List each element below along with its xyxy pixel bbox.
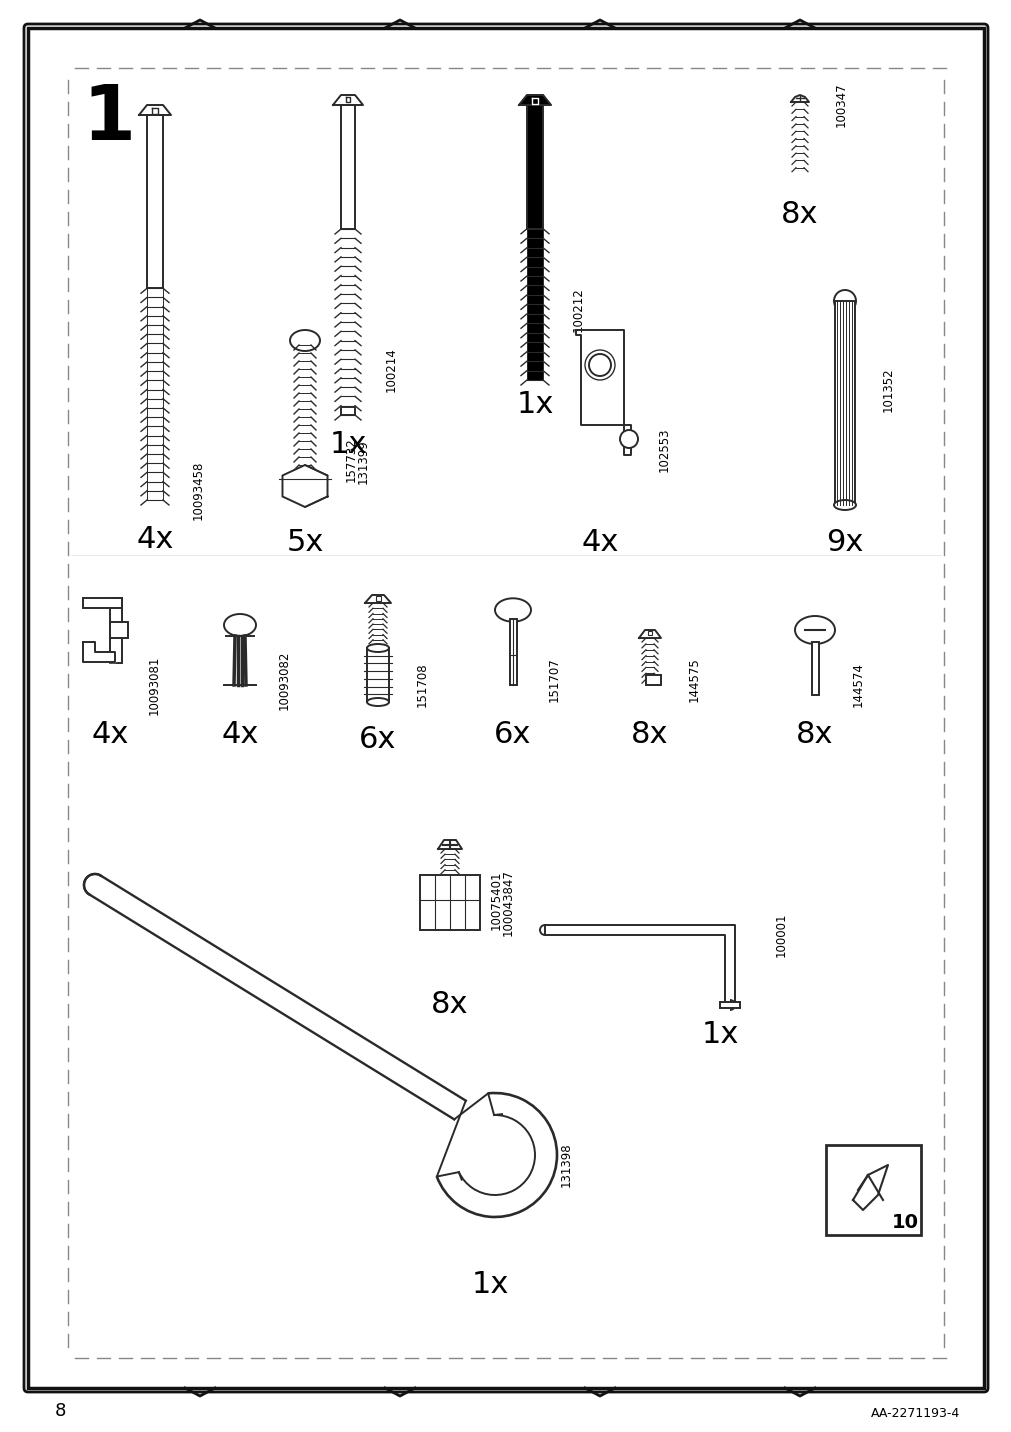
Ellipse shape	[367, 697, 388, 706]
Polygon shape	[791, 95, 808, 102]
Text: 6x: 6x	[493, 720, 531, 749]
Text: 157732: 157732	[345, 438, 358, 483]
Text: 1x: 1x	[516, 390, 553, 420]
Bar	[83, 599, 122, 609]
Polygon shape	[83, 642, 115, 662]
Bar	[341, 105, 355, 229]
Bar	[110, 599, 122, 663]
Ellipse shape	[588, 354, 611, 377]
Text: 100347: 100347	[834, 83, 847, 127]
Text: 102553: 102553	[657, 428, 670, 473]
Bar	[527, 229, 543, 379]
Text: 4x: 4x	[580, 528, 618, 557]
Text: 10075401: 10075401	[489, 871, 502, 929]
Ellipse shape	[494, 599, 531, 621]
Text: 151707: 151707	[548, 657, 560, 702]
Ellipse shape	[367, 644, 388, 652]
Polygon shape	[333, 95, 363, 105]
Bar	[645, 674, 660, 684]
Text: 100214: 100214	[384, 348, 397, 392]
Polygon shape	[139, 105, 171, 115]
Bar	[376, 596, 380, 601]
Bar	[341, 407, 355, 415]
Text: 4x: 4x	[136, 526, 174, 554]
Text: 8x: 8x	[796, 720, 833, 749]
Text: 4x: 4x	[91, 720, 128, 749]
Bar	[811, 642, 818, 695]
Text: 9x: 9x	[826, 528, 862, 557]
Bar	[719, 1002, 739, 1008]
Text: AA-2271193-4: AA-2271193-4	[869, 1408, 959, 1421]
Ellipse shape	[223, 614, 256, 636]
Text: 8x: 8x	[431, 990, 468, 1020]
Polygon shape	[575, 329, 631, 455]
Polygon shape	[282, 465, 328, 507]
Bar	[147, 115, 163, 288]
Polygon shape	[519, 95, 550, 105]
Text: 1x: 1x	[471, 1270, 509, 1299]
Ellipse shape	[620, 430, 637, 448]
Text: 10: 10	[891, 1213, 918, 1233]
Polygon shape	[365, 596, 390, 603]
Bar	[510, 619, 517, 684]
Polygon shape	[438, 841, 462, 849]
Text: 101352: 101352	[882, 368, 894, 412]
Text: 4x: 4x	[221, 720, 259, 749]
Bar	[110, 621, 127, 639]
Text: 10093458: 10093458	[192, 460, 205, 520]
Ellipse shape	[833, 500, 855, 510]
Text: 1x: 1x	[329, 430, 366, 460]
Ellipse shape	[795, 616, 834, 644]
Text: 131399: 131399	[357, 440, 370, 484]
Text: 100001: 100001	[774, 912, 788, 957]
Text: 131398: 131398	[559, 1143, 572, 1187]
Text: 5x: 5x	[286, 528, 324, 557]
Bar	[420, 875, 479, 929]
Polygon shape	[638, 630, 660, 639]
Text: 10093081: 10093081	[148, 656, 161, 715]
Text: 8x: 8x	[631, 720, 668, 749]
Ellipse shape	[290, 329, 319, 351]
Text: 1x: 1x	[701, 1020, 738, 1050]
Bar	[367, 649, 388, 702]
Bar	[834, 301, 854, 505]
Bar	[647, 632, 651, 634]
Text: 8x: 8x	[780, 200, 818, 229]
FancyBboxPatch shape	[24, 24, 987, 1392]
Text: 8: 8	[55, 1402, 67, 1421]
Text: 144575: 144575	[687, 657, 701, 702]
Text: 6x: 6x	[359, 725, 396, 755]
Polygon shape	[545, 925, 734, 1005]
Text: 1: 1	[82, 82, 134, 156]
Text: 100212: 100212	[571, 288, 584, 332]
Ellipse shape	[833, 291, 855, 312]
Polygon shape	[852, 1166, 887, 1210]
Text: 144574: 144574	[851, 663, 864, 707]
Text: 10093082: 10093082	[278, 650, 291, 710]
Text: 151708: 151708	[416, 663, 429, 707]
Bar	[527, 105, 543, 229]
Text: 100043847: 100043847	[501, 869, 515, 937]
Bar	[825, 1146, 920, 1234]
